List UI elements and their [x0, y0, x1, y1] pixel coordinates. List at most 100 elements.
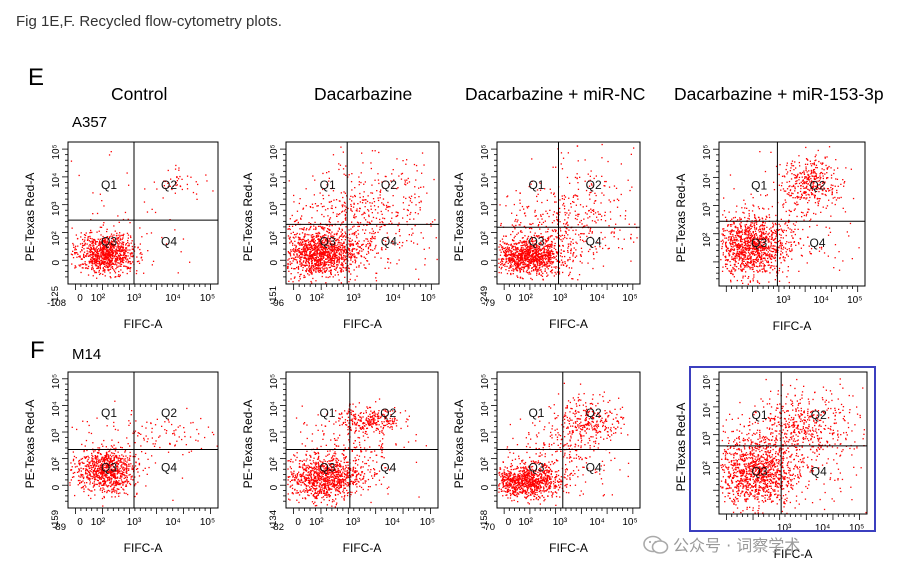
event-dot	[128, 243, 130, 245]
event-dot	[751, 238, 754, 240]
event-dot	[585, 205, 588, 207]
event-dot	[755, 243, 757, 245]
event-dot	[517, 260, 519, 262]
event-dot	[125, 255, 127, 257]
event-dot	[319, 243, 321, 245]
event-dot	[309, 254, 311, 256]
event-dot	[327, 228, 329, 230]
event-dot	[109, 253, 111, 255]
event-dot	[321, 270, 323, 272]
event-dot	[547, 258, 550, 260]
event-dot	[363, 240, 365, 242]
event-dot	[323, 263, 325, 265]
event-dot	[106, 248, 108, 250]
event-dot	[565, 232, 567, 234]
event-dot	[86, 267, 89, 270]
event-dot	[352, 196, 354, 198]
event-dot	[125, 261, 127, 263]
event-dot	[121, 260, 124, 262]
event-dot	[98, 255, 100, 257]
event-dot	[535, 249, 537, 252]
event-dot	[751, 222, 754, 224]
event-dot	[305, 264, 308, 266]
event-dot	[777, 246, 779, 248]
event-dot	[517, 248, 519, 250]
event-dot	[519, 231, 522, 233]
event-dot	[527, 235, 530, 238]
event-dot	[329, 261, 331, 263]
event-dot	[296, 250, 298, 253]
event-dot	[377, 197, 379, 199]
event-dot	[321, 228, 324, 230]
event-dot	[93, 239, 95, 241]
event-dot	[770, 265, 772, 267]
event-dot	[531, 258, 533, 260]
event-dot	[780, 254, 782, 256]
event-dot	[310, 234, 312, 236]
event-dot	[774, 222, 777, 225]
event-dot	[378, 182, 380, 185]
event-dot	[92, 241, 95, 243]
event-dot	[761, 246, 763, 248]
event-dot	[350, 255, 353, 257]
event-dot	[312, 252, 315, 254]
event-dot	[315, 257, 317, 259]
event-dot	[528, 249, 530, 251]
event-dot	[330, 265, 333, 267]
event-dot	[320, 253, 322, 255]
event-dot	[555, 236, 557, 238]
event-dot	[125, 247, 128, 249]
event-dot	[515, 260, 517, 262]
event-dot	[765, 218, 767, 220]
event-dot	[110, 251, 113, 253]
event-dot	[76, 256, 78, 258]
event-dot	[569, 256, 571, 259]
event-dot	[729, 238, 731, 241]
event-dot	[354, 256, 356, 258]
event-dot	[569, 271, 571, 273]
event-dot	[562, 244, 564, 247]
event-dot	[332, 250, 334, 252]
event-dot	[393, 179, 395, 181]
event-dot	[315, 252, 317, 254]
event-dot	[117, 239, 119, 241]
event-dot	[574, 256, 576, 258]
event-dot	[83, 255, 85, 257]
event-dot	[754, 215, 756, 217]
event-dot	[319, 244, 321, 246]
event-dot	[328, 247, 330, 249]
event-dot	[557, 259, 559, 262]
event-dot	[749, 254, 751, 256]
event-dot	[95, 241, 97, 243]
event-dot	[531, 267, 533, 269]
event-dot	[101, 240, 103, 242]
event-dot	[296, 249, 298, 251]
event-dot	[341, 258, 343, 260]
event-dot	[103, 222, 105, 224]
event-dot	[95, 263, 98, 265]
event-dot	[571, 267, 573, 269]
event-dot	[100, 250, 102, 252]
event-dot	[785, 251, 787, 253]
event-dot	[533, 258, 535, 261]
event-dot	[101, 255, 103, 257]
event-dot	[314, 263, 316, 265]
event-dot	[310, 255, 312, 258]
event-dot	[333, 262, 336, 264]
event-dot	[377, 252, 379, 254]
event-dot	[381, 221, 383, 223]
event-dot	[332, 257, 334, 259]
event-dot	[108, 236, 111, 238]
event-dot	[342, 244, 344, 247]
event-dot	[516, 254, 518, 256]
event-dot	[579, 236, 581, 238]
event-dot	[749, 257, 751, 259]
event-dot	[574, 194, 576, 196]
event-dot	[319, 246, 321, 248]
event-dot	[331, 262, 333, 264]
event-dot	[122, 249, 124, 251]
event-dot	[549, 209, 551, 211]
event-dot	[118, 243, 120, 245]
event-dot	[782, 237, 784, 239]
event-dot	[88, 262, 91, 264]
